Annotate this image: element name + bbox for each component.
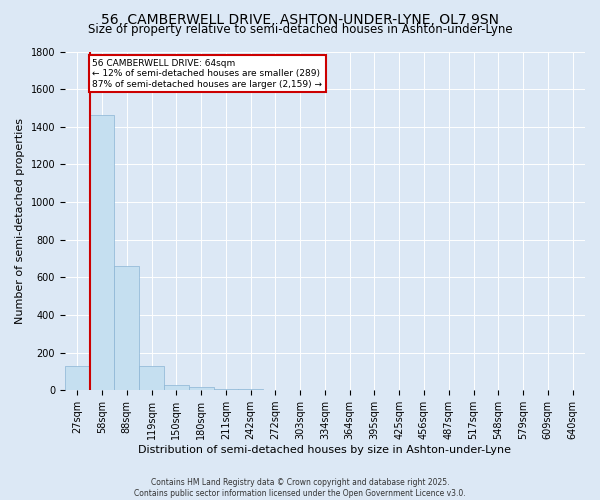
Y-axis label: Number of semi-detached properties: Number of semi-detached properties (15, 118, 25, 324)
Bar (115, 266, 139, 390)
Bar (164, 384, 189, 390)
Text: 56 CAMBERWELL DRIVE: 64sqm
← 12% of semi-detached houses are smaller (289)
87% o: 56 CAMBERWELL DRIVE: 64sqm ← 12% of semi… (92, 59, 322, 89)
Text: 56, CAMBERWELL DRIVE, ASHTON-UNDER-LYNE, OL7 9SN: 56, CAMBERWELL DRIVE, ASHTON-UNDER-LYNE,… (101, 12, 499, 26)
Text: Size of property relative to semi-detached houses in Ashton-under-Lyne: Size of property relative to semi-detach… (88, 22, 512, 36)
Bar (189, 388, 214, 390)
Bar (65, 366, 89, 390)
Bar (89, 116, 115, 390)
X-axis label: Distribution of semi-detached houses by size in Ashton-under-Lyne: Distribution of semi-detached houses by … (139, 445, 511, 455)
Text: Contains HM Land Registry data © Crown copyright and database right 2025.
Contai: Contains HM Land Registry data © Crown c… (134, 478, 466, 498)
Bar (139, 366, 164, 390)
Bar (214, 388, 238, 390)
